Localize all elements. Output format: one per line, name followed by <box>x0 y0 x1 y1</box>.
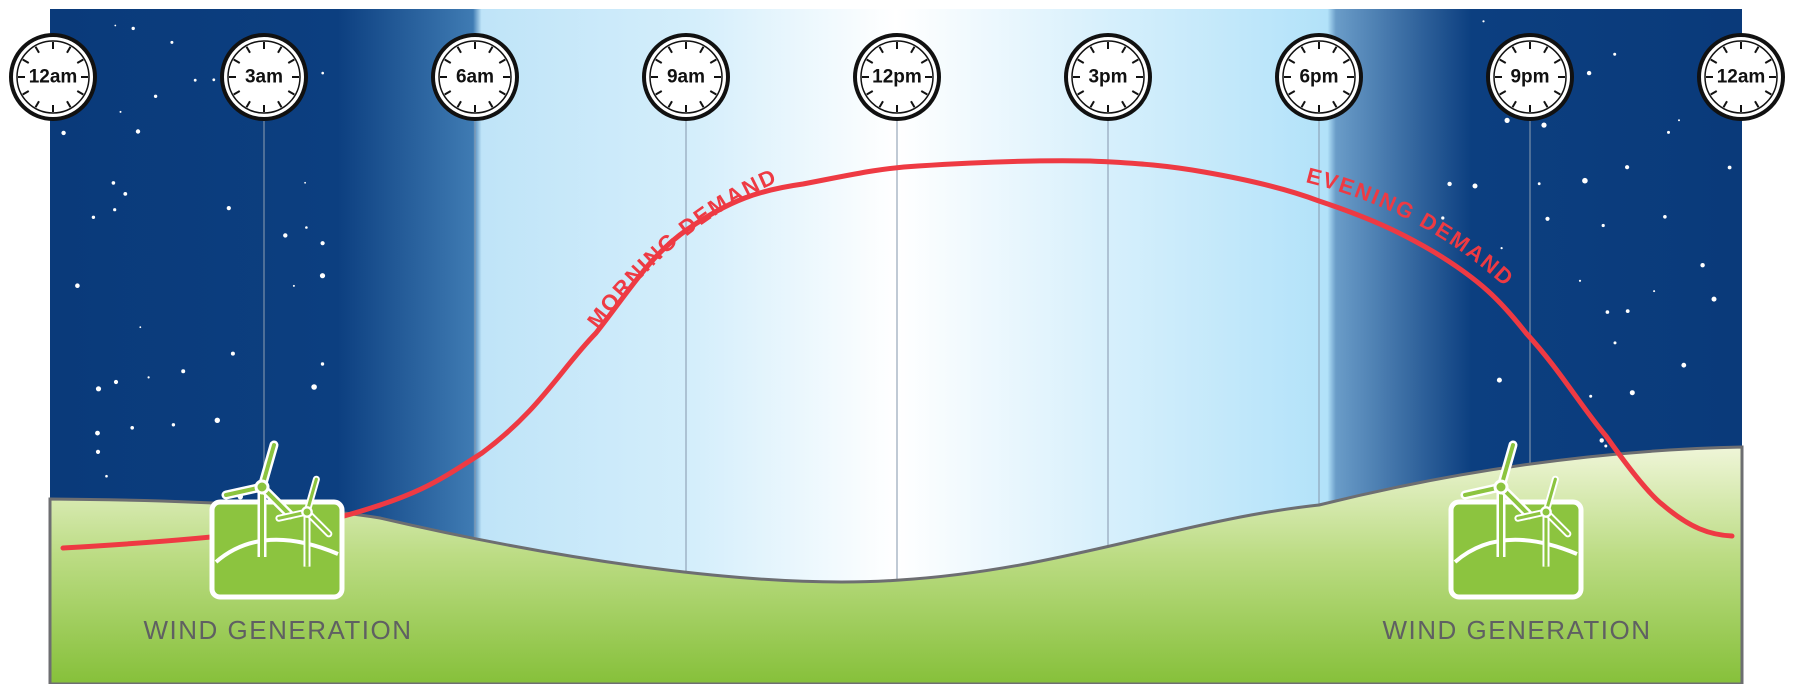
star <box>1473 184 1478 189</box>
star <box>1579 280 1581 282</box>
star <box>136 129 140 133</box>
star <box>1712 297 1717 302</box>
star <box>132 27 135 30</box>
star <box>112 181 116 185</box>
star <box>304 182 306 184</box>
clock-label: 12am <box>29 67 78 88</box>
clock-label: 12pm <box>872 67 922 88</box>
clock-label: 12am <box>1717 67 1766 88</box>
star <box>123 192 127 196</box>
star <box>1678 119 1680 121</box>
star <box>148 376 150 378</box>
clock: 9am <box>644 35 728 119</box>
star <box>1604 445 1607 448</box>
star <box>1497 378 1502 383</box>
star <box>305 226 308 229</box>
star <box>1606 310 1610 314</box>
star <box>227 206 231 210</box>
star <box>321 72 324 75</box>
wind-label: WIND GENERATION <box>1382 615 1651 645</box>
clock: 12am <box>11 35 95 119</box>
star <box>293 285 295 287</box>
clock: 3pm <box>1066 35 1150 119</box>
star <box>215 418 220 423</box>
clock: 6am <box>433 35 517 119</box>
star <box>130 426 134 430</box>
star <box>320 273 325 278</box>
star <box>154 95 157 98</box>
star <box>194 79 197 82</box>
star <box>1447 182 1451 186</box>
star <box>1501 247 1503 249</box>
star <box>1653 290 1655 292</box>
star <box>139 326 141 328</box>
clock-label: 6pm <box>1299 67 1338 88</box>
star <box>75 283 80 288</box>
star <box>1545 217 1549 221</box>
star <box>96 450 100 454</box>
star <box>212 78 215 81</box>
clock-label: 3pm <box>1088 67 1127 88</box>
star <box>231 352 235 356</box>
star <box>105 475 108 478</box>
infographic: MORNING DEMAND EVENING DEMAND WIND GENER… <box>0 0 1799 684</box>
clock: 12am <box>1699 35 1783 119</box>
star <box>1538 182 1541 185</box>
star <box>1582 178 1588 184</box>
star <box>1541 123 1546 128</box>
star <box>1625 165 1629 169</box>
wind-label: WIND GENERATION <box>143 615 412 645</box>
star <box>172 423 175 426</box>
star <box>311 384 317 390</box>
star <box>1614 341 1617 344</box>
star <box>1587 71 1591 75</box>
star <box>321 241 325 245</box>
star <box>92 216 95 219</box>
star <box>1505 118 1510 123</box>
star <box>1626 309 1630 313</box>
star <box>283 233 287 237</box>
star <box>96 386 101 391</box>
star <box>321 362 324 365</box>
star <box>1663 215 1667 219</box>
clock: 6pm <box>1277 35 1361 119</box>
star <box>181 369 185 373</box>
star <box>1667 131 1670 134</box>
star <box>170 41 173 44</box>
star <box>1681 363 1686 368</box>
star <box>1728 166 1732 170</box>
clocks: 12am 3am 6am 9am 12pm 3pm 6pm 9pm 12am <box>11 35 1783 119</box>
star <box>1613 53 1616 56</box>
clock: 12pm <box>855 35 939 119</box>
star <box>61 131 65 135</box>
star <box>1630 390 1635 395</box>
clock-label: 6am <box>456 67 494 88</box>
star <box>114 380 118 384</box>
star <box>1602 224 1605 227</box>
clock: 3am <box>222 35 306 119</box>
star <box>1700 263 1704 267</box>
star <box>1600 438 1604 442</box>
clock: 9pm <box>1488 35 1572 119</box>
star <box>114 25 116 27</box>
clock-label: 9am <box>667 67 705 88</box>
star <box>95 431 100 436</box>
star <box>120 111 122 113</box>
clock-label: 9pm <box>1510 67 1549 88</box>
star <box>1589 395 1592 398</box>
star <box>113 208 116 211</box>
clock-label: 3am <box>245 67 283 88</box>
star <box>1482 20 1484 22</box>
